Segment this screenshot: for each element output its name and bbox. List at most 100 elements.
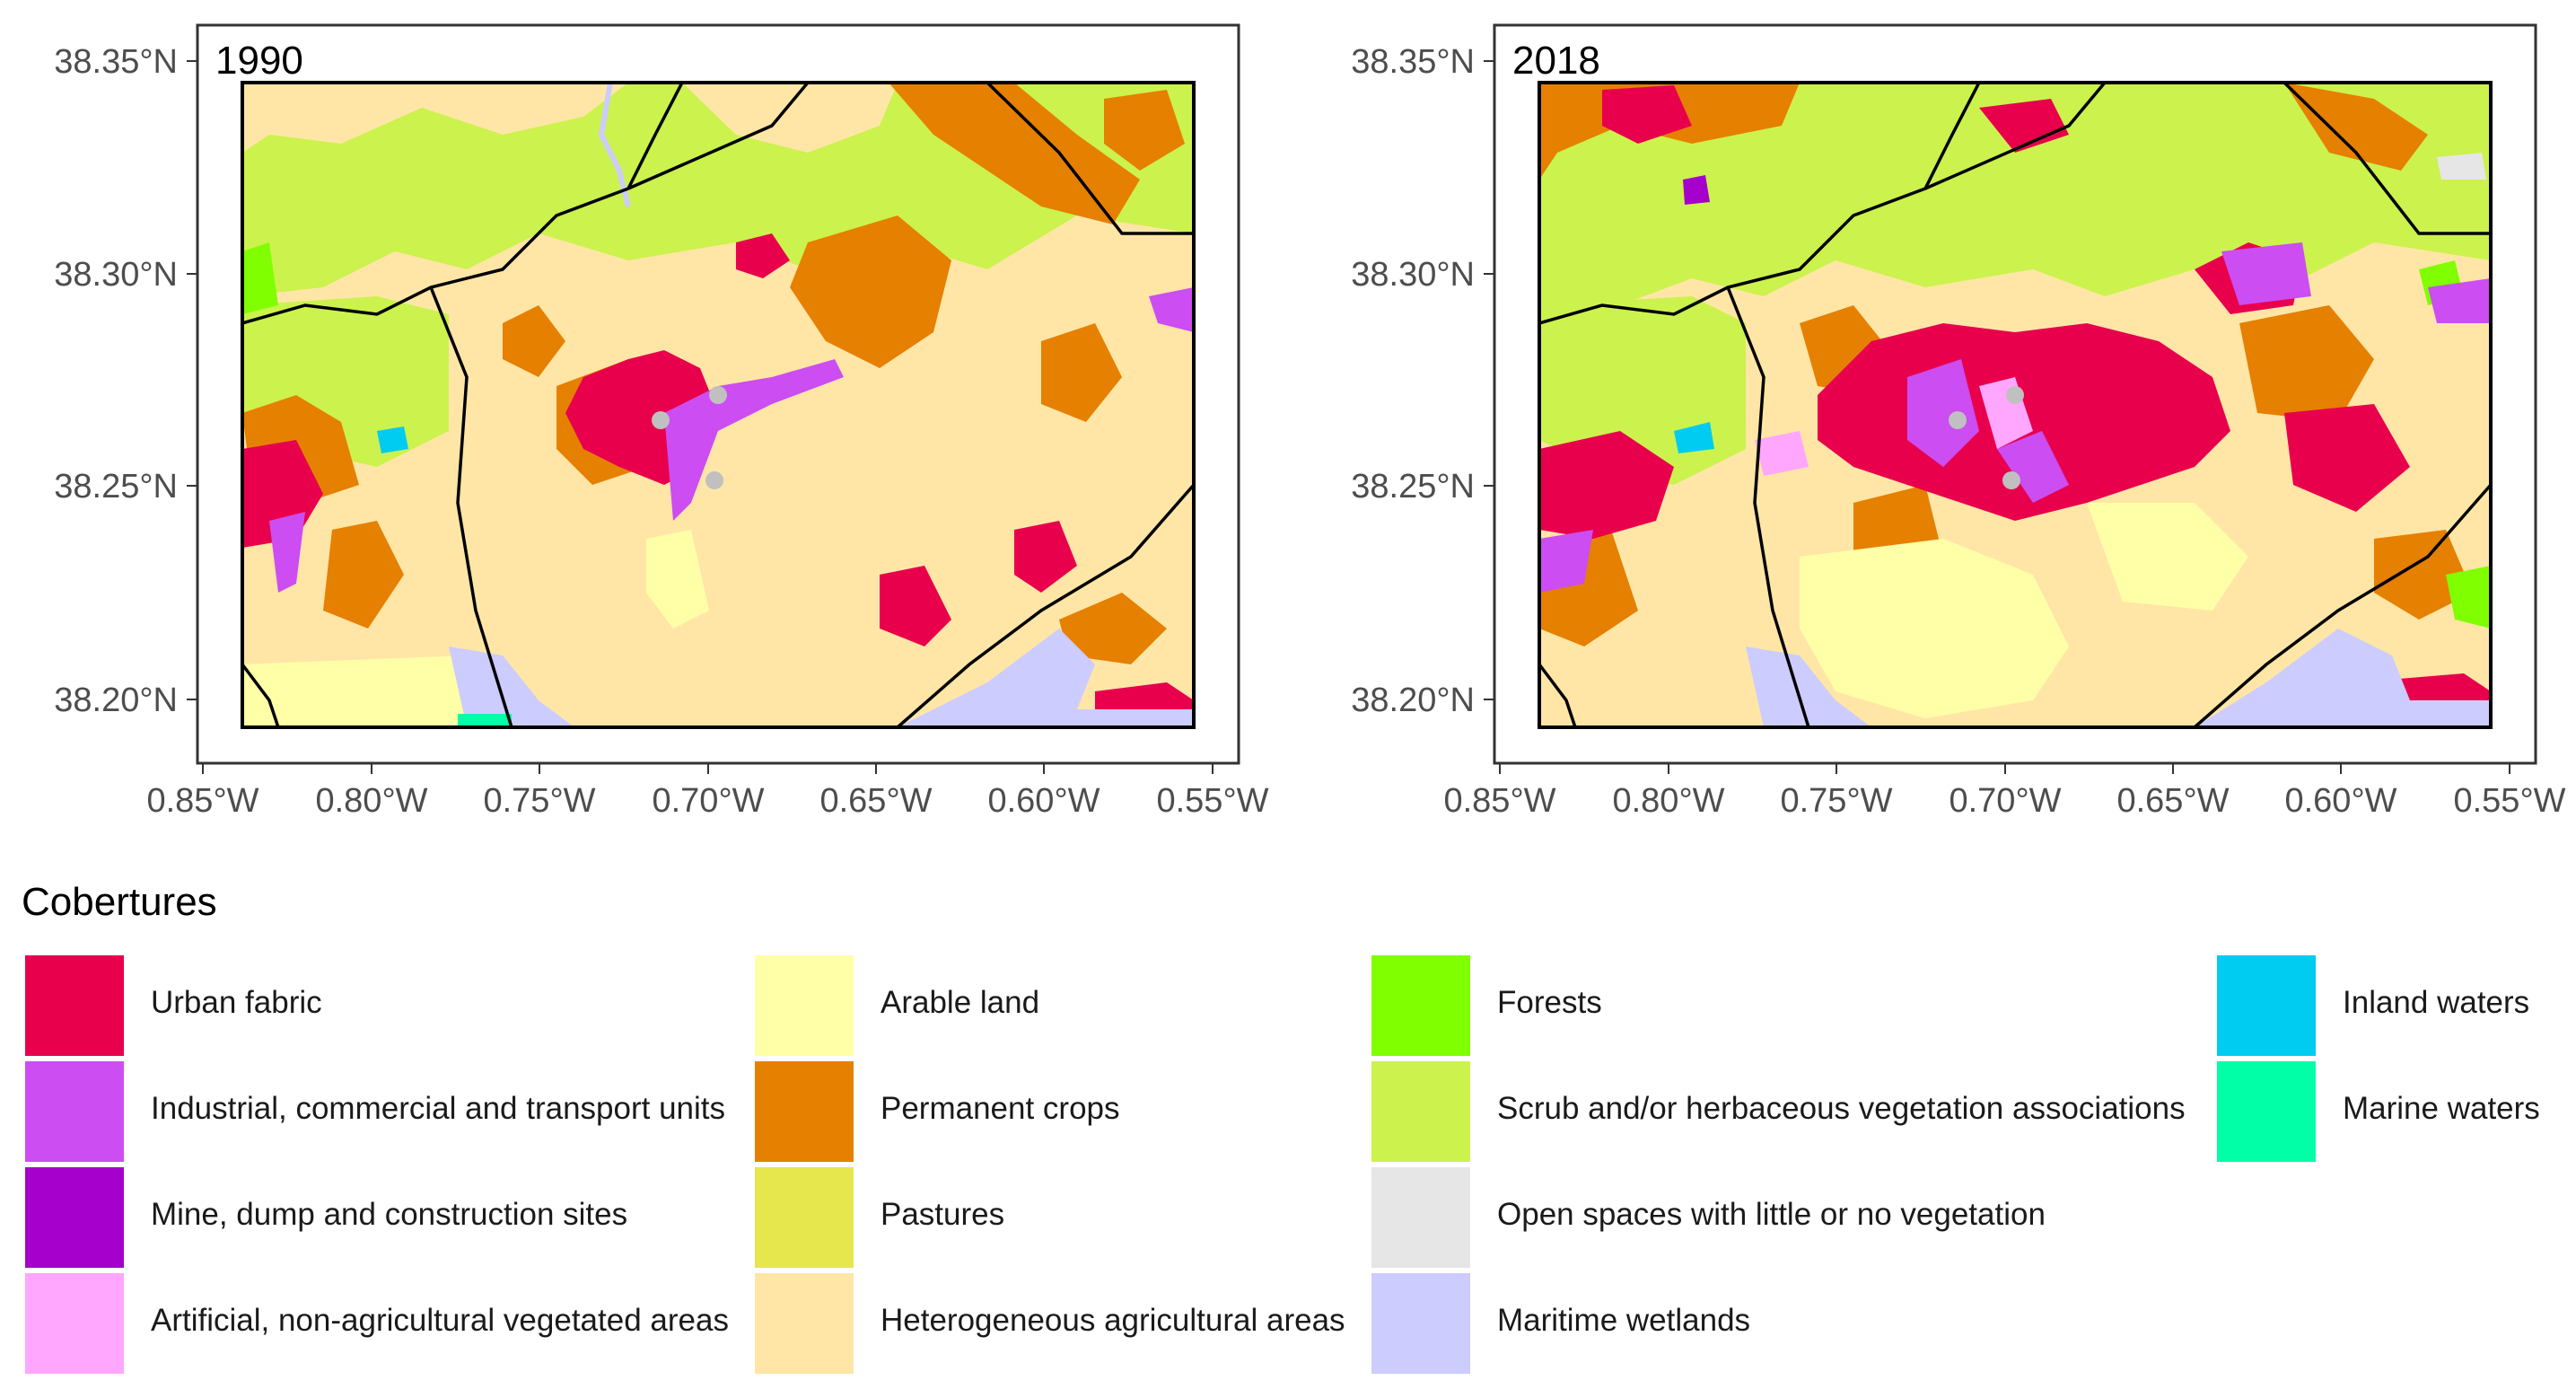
legend-label: Forests: [1497, 985, 1602, 1020]
legend-swatch: [1371, 955, 1470, 1056]
industrial-commercial-transport: [1539, 530, 1593, 593]
x-tick-label: 0.70°W: [652, 782, 764, 820]
x-axis: 0.85°W 0.80°W 0.75°W 0.70°W 0.65°W 0.60°…: [146, 763, 1269, 820]
permanent-crops: [2374, 530, 2473, 620]
y-tick-label: 38.20°N: [54, 681, 178, 719]
legend-swatch: [755, 1061, 854, 1162]
legend-swatch: [1371, 1167, 1470, 1268]
permanent-crops: [2239, 305, 2374, 422]
heterogeneous-agricultural-area: [682, 83, 898, 153]
legend-swatch: [755, 1273, 854, 1374]
municipal-boundary: [429, 286, 513, 727]
arable-land: [242, 655, 503, 727]
y-axis: 38.35°N 38.30°N 38.25°N 38.20°N: [54, 43, 197, 719]
map-panel-1990: 1990 38.35°N 38.30°N 38.25°N 38.20°N 0.8…: [0, 0, 1269, 826]
municipal-boundary: [242, 83, 684, 325]
town-marker: [705, 471, 723, 489]
municipal-boundary: [2282, 83, 2491, 235]
x-tick-label: 0.55°W: [1156, 782, 1268, 820]
x-tick-label: 0.75°W: [1780, 782, 1892, 820]
legend-label: Inland waters: [2343, 985, 2530, 1020]
town-marker: [2006, 386, 2024, 404]
x-tick-label: 0.75°W: [483, 782, 595, 820]
urban-fabric: [1602, 85, 1692, 144]
permanent-crops: [1041, 323, 1122, 422]
legend-swatch: [755, 1167, 854, 1268]
maritime-wetland: [1746, 646, 1871, 727]
municipal-boundary: [627, 83, 810, 190]
industrial-commercial-transport: [1149, 287, 1194, 332]
legend-swatch: [25, 1273, 124, 1374]
map-2018-svg: 2018 38.35°N 38.30°N 38.25°N 38.20°N 0.8…: [1351, 23, 2566, 820]
x-tick-label: 0.65°W: [2116, 782, 2229, 820]
land-cover-map-2018: [1539, 83, 2491, 727]
maritime-wetland: [898, 629, 1194, 727]
y-tick-label: 38.35°N: [54, 43, 178, 81]
legend-label: Urban fabric: [151, 985, 322, 1020]
x-tick-label: 0.65°W: [819, 782, 932, 820]
x-tick-label: 0.85°W: [146, 782, 258, 820]
legend-label: Industrial, commercial and transport uni…: [151, 1091, 725, 1126]
map-frame: [196, 23, 1240, 765]
urban-fabric: [1979, 99, 2069, 153]
permanent-crops: [790, 215, 951, 368]
legend-swatch: [25, 1167, 124, 1268]
x-tick-label: 0.55°W: [2453, 782, 2565, 820]
municipal-boundary: [1924, 83, 2107, 190]
arable-land: [1800, 539, 2069, 718]
municipal-boundary: [2193, 483, 2491, 727]
x-tick-label: 0.60°W: [2284, 782, 2396, 820]
heterogeneous-agricultural-area: [242, 83, 628, 153]
legend-label: Artificial, non-agricultural vegetated a…: [151, 1303, 729, 1338]
legend-label: Mine, dump and construction sites: [151, 1197, 628, 1232]
arable-land: [2087, 503, 2248, 611]
town-marker: [1949, 411, 1967, 429]
y-tick-label: 38.25°N: [54, 468, 178, 506]
river-line: [598, 83, 631, 207]
town-marker: [2002, 471, 2020, 489]
y-axis: 38.35°N 38.30°N 38.25°N 38.20°N: [1351, 43, 1494, 719]
municipal-boundary: [1539, 83, 1981, 325]
forest: [2446, 566, 2491, 629]
municipal-boundary: [1539, 663, 1577, 727]
x-tick-label: 0.80°W: [1612, 782, 1724, 820]
industrial-commercial-transport: [1997, 431, 2069, 503]
artificial-vegetated: [1755, 431, 1809, 476]
marine-water: [458, 714, 512, 727]
industrial-commercial-transport: [269, 512, 305, 593]
map-frame: [1493, 23, 2537, 765]
land-cover-map-1990: [242, 83, 1194, 727]
legend-label: Marine waters: [2343, 1091, 2540, 1126]
town-marker: [652, 411, 670, 429]
urban-fabric: [1539, 431, 1674, 539]
map-extent-border: [1538, 81, 2493, 729]
permanent-crops: [503, 305, 565, 377]
legend-swatch: [25, 1061, 124, 1162]
legend-swatch: [2217, 955, 2316, 1056]
legend-label: Open spaces with little or no vegetation: [1497, 1197, 2046, 1232]
x-tick-label: 0.70°W: [1949, 782, 2061, 820]
y-tick-label: 38.30°N: [1351, 256, 1475, 294]
industrial-commercial-transport: [664, 359, 844, 521]
urban-fabric: [736, 233, 790, 278]
urban-fabric: [1014, 521, 1077, 593]
permanent-crops: [2284, 83, 2428, 171]
map-extent-border: [241, 81, 1196, 729]
inland-water: [377, 426, 408, 453]
legend-label: Permanent crops: [881, 1091, 1120, 1126]
municipal-boundary: [896, 483, 1194, 727]
industrial-commercial-transport: [2428, 278, 2491, 323]
legend-label: Scrub and/or herbaceous vegetation assoc…: [1497, 1091, 2186, 1126]
legend-title: Cobertures: [22, 880, 217, 924]
y-tick-label: 38.20°N: [1351, 681, 1475, 719]
arable-land: [646, 530, 709, 629]
maritime-wetland: [2195, 629, 2491, 727]
urban-fabric: [2284, 404, 2410, 512]
panel-year-label: 2018: [1512, 39, 1600, 83]
urban-fabric: [880, 566, 951, 646]
legend-swatch: [1371, 1273, 1470, 1374]
permanent-crops: [1104, 90, 1185, 171]
legend-swatch: [755, 955, 854, 1056]
y-tick-label: 38.25°N: [1351, 468, 1475, 506]
industrial-commercial-transport: [2221, 242, 2311, 305]
